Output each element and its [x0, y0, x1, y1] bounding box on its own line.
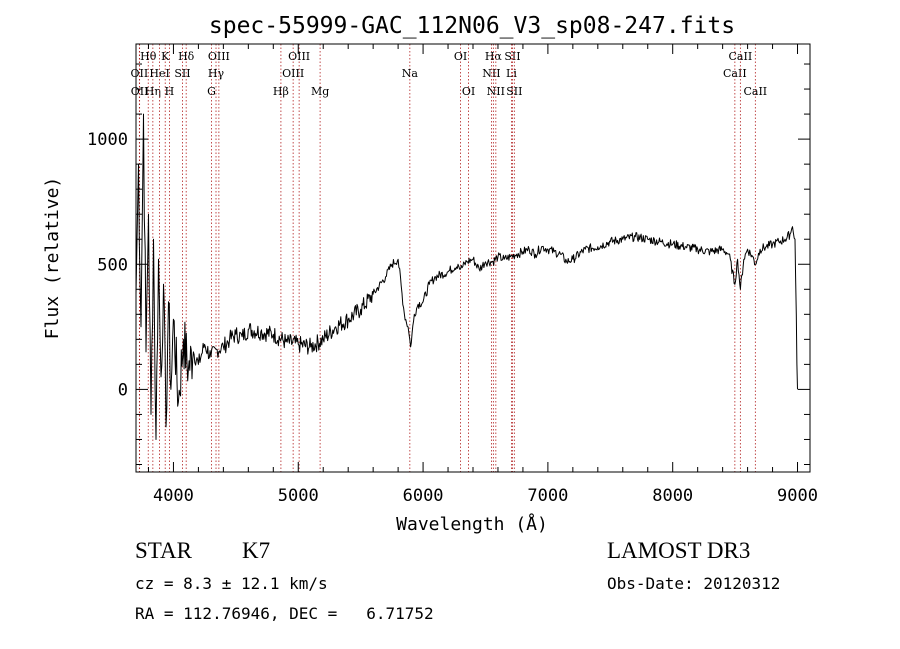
spectral-line-label: Hη [145, 85, 161, 98]
x-axis-ticks: 4000 5000 6000 7000 8000 9000 [147, 44, 818, 506]
redshift-value: cz = 8.3 ± 12.1 km/s [135, 574, 328, 593]
object-class: STAR [135, 538, 192, 563]
spectral-line-label: Hβ [273, 85, 289, 98]
spectral-line-label: SII [174, 67, 190, 80]
spectral-line-label: Li [506, 67, 517, 80]
y-tick-label: 0 [118, 380, 128, 400]
chart-title: spec-55999-GAC_112N06_V3_sp08-247.fits [209, 13, 735, 39]
obs-date: Obs-Date: 20120312 [607, 574, 781, 593]
spectral-line-label: Hγ [208, 67, 225, 80]
spectral-line-label: SII [504, 50, 520, 63]
x-tick-label: 8000 [652, 486, 693, 506]
x-tick-label: 9000 [777, 486, 818, 506]
spectral-line-label: HeI [149, 67, 169, 80]
spectral-line-label: Na [402, 67, 419, 80]
x-tick-label: 4000 [153, 486, 194, 506]
spectral-line-label: Hθ [140, 50, 157, 63]
spectral-line-label: OIII [282, 67, 304, 80]
spectral-line-label: OI [462, 85, 475, 98]
spectral-line-label: OII [131, 85, 149, 98]
x-tick-label: 5000 [278, 486, 319, 506]
survey-name: LAMOST DR3 [607, 538, 751, 563]
spectral-line-label: CaII [729, 50, 753, 63]
x-tick-label: 6000 [403, 486, 444, 506]
spectral-line-label: Hα [485, 50, 503, 63]
coordinates: RA = 112.76946, DEC = 6.71752 [135, 604, 434, 623]
spectral-lines-layer: OIIOIIHθHηHeIKHSIIHδGHγOIIIHβOIIIOIIIMgN… [131, 44, 767, 472]
spectral-line-label: SII [506, 85, 522, 98]
spectral-line-label: OI [454, 50, 467, 63]
spectral-line-label: K [161, 50, 170, 63]
object-subclass: K7 [242, 538, 271, 563]
spectral-line-label: CaII [743, 85, 767, 98]
spectral-line-label: CaII [723, 67, 747, 80]
x-axis-label: Wavelength (Å) [396, 513, 548, 535]
spectral-line-label: NII [482, 67, 500, 80]
spectral-line-label: Hδ [178, 50, 195, 63]
spectral-line-label: G [207, 85, 216, 98]
spectral-line-label: OIII [208, 50, 230, 63]
y-axis-label: Flux (relative) [42, 177, 63, 340]
y-tick-label: 500 [97, 255, 128, 275]
spectrum-layer [135, 113, 798, 440]
x-tick-label: 7000 [527, 486, 568, 506]
spectral-line-label: H [165, 85, 175, 98]
spectral-line-label: OIII [288, 50, 310, 63]
spectral-line-label: NII [487, 85, 505, 98]
spectrum-series-line [135, 113, 798, 440]
spectral-line-label: Mg [311, 85, 329, 98]
y-tick-label: 1000 [87, 130, 128, 150]
y-axis-ticks: 0 500 1000 [87, 63, 810, 465]
